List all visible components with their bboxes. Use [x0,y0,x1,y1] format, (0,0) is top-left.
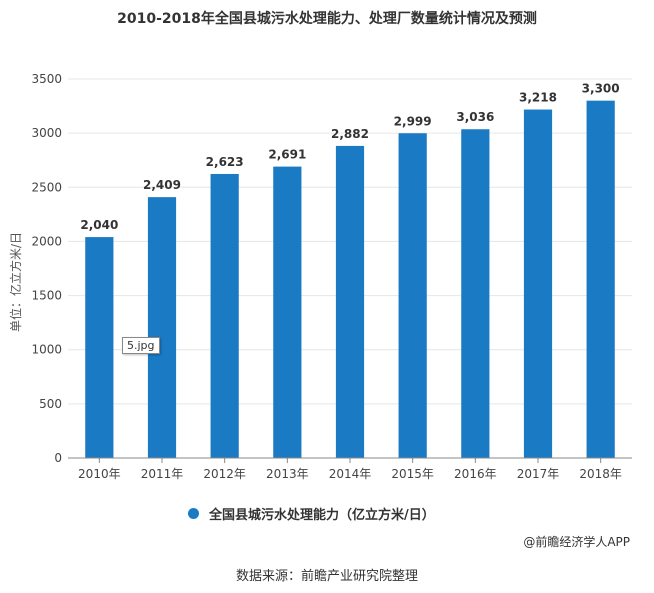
data-label: 3,218 [519,91,557,105]
x-tick-label: 2010年 [78,467,121,481]
y-tick-label: 2000 [31,234,62,248]
x-tick-label: 2013年 [266,467,309,481]
y-tick-label: 1500 [31,289,62,303]
x-tick-label: 2017年 [517,467,560,481]
data-label: 3,300 [582,82,620,96]
x-tick-label: 2011年 [141,467,184,481]
legend[interactable]: 全国县城污水处理能力（亿立方米/日） [188,503,435,523]
y-tick-label: 3000 [31,126,62,140]
data-labels: 2,040 2,409 2,623 2,691 2,882 2,999 3,036 3,218… [80,82,619,232]
data-label: 2,623 [206,155,244,169]
image-filename-tooltip: 5.jpg [122,337,160,354]
bar [335,145,365,458]
data-label: 2,882 [331,127,369,141]
x-axis-ticks: 2010年 2011年 2012年 2013年 2014年 2015年 2016年 2017年… [78,458,622,481]
bar [523,109,553,459]
y-tick-label: 2500 [31,180,62,194]
bar [210,173,239,459]
y-axis-ticks: 0 500 1000 1500 2000 2500 3000 3500 [31,72,62,465]
x-tick-label: 2018年 [579,467,622,481]
x-tick-label: 2016年 [454,467,497,481]
data-label: 2,040 [80,218,118,232]
chart-title: 2010-2018年全国县城污水处理能力、处理厂数量统计情况及预测 [117,11,537,27]
y-tick-label: 500 [39,397,62,411]
legend-label: 全国县城污水处理能力（亿立方米/日） [209,507,435,523]
bar [586,100,615,459]
data-label: 2,999 [394,114,432,128]
x-tick-label: 2015年 [391,467,434,481]
x-tick-label: 2012年 [203,467,246,481]
legend-marker [188,507,199,519]
bar [461,129,490,458]
data-label: 3,036 [456,110,494,124]
y-tick-label: 0 [54,451,62,465]
bar [273,166,302,458]
credit-text: @前瞻经济学人APP [523,535,630,549]
data-label: 2,409 [143,178,181,192]
data-label: 2,691 [268,148,306,162]
bar [398,133,427,458]
bar [85,237,114,458]
y-tick-label: 3500 [31,72,62,86]
bar [147,197,177,458]
bars [85,100,615,459]
x-tick-label: 2014年 [329,467,372,481]
y-tick-label: 1000 [31,343,62,357]
source-text: 数据来源：前瞻产业研究院整理 [235,569,418,584]
